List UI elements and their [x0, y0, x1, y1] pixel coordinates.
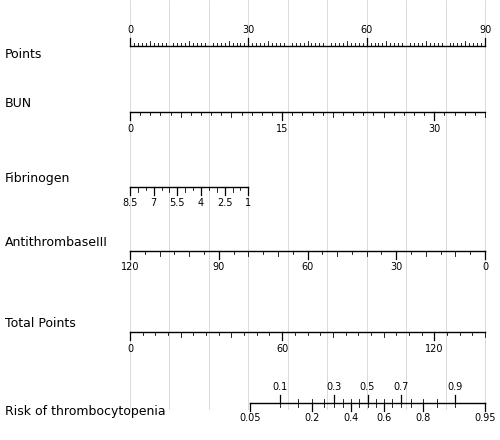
Text: 5.5: 5.5 [170, 198, 185, 209]
Text: 90: 90 [212, 262, 225, 272]
Text: Risk of thrombocytopenia: Risk of thrombocytopenia [5, 405, 166, 418]
Text: 0.9: 0.9 [448, 382, 463, 392]
Text: 0.5: 0.5 [360, 382, 375, 392]
Text: 15: 15 [276, 124, 288, 134]
Text: 30: 30 [390, 262, 402, 272]
Text: 0.2: 0.2 [304, 413, 320, 423]
Text: 0.95: 0.95 [474, 413, 496, 423]
Text: 0: 0 [482, 262, 488, 272]
Text: 60: 60 [302, 262, 314, 272]
Text: 0: 0 [127, 124, 133, 134]
Text: 0.8: 0.8 [415, 413, 430, 423]
Text: 60: 60 [276, 344, 288, 354]
Text: BUN: BUN [5, 97, 32, 110]
Text: 0.4: 0.4 [344, 413, 359, 423]
Text: 0.6: 0.6 [376, 413, 392, 423]
Text: 0.3: 0.3 [326, 382, 342, 392]
Text: AntithrombaseIII: AntithrombaseIII [5, 235, 108, 249]
Text: Fibrinogen: Fibrinogen [5, 172, 70, 185]
Text: 4: 4 [198, 198, 204, 209]
Text: 1: 1 [246, 198, 252, 209]
Text: 90: 90 [479, 25, 491, 35]
Text: 60: 60 [360, 25, 373, 35]
Text: 120: 120 [121, 262, 139, 272]
Text: Points: Points [5, 48, 43, 62]
Text: 8.5: 8.5 [122, 198, 138, 209]
Text: 0.1: 0.1 [272, 382, 287, 392]
Text: 0.7: 0.7 [394, 382, 409, 392]
Text: 0: 0 [127, 344, 133, 354]
Text: 30: 30 [428, 124, 440, 134]
Text: 0: 0 [127, 25, 133, 35]
Text: 30: 30 [242, 25, 254, 35]
Text: 2.5: 2.5 [217, 198, 232, 209]
Text: 120: 120 [425, 344, 444, 354]
Text: 7: 7 [150, 198, 157, 209]
Text: 0.05: 0.05 [240, 413, 261, 423]
Text: Total Points: Total Points [5, 317, 76, 330]
